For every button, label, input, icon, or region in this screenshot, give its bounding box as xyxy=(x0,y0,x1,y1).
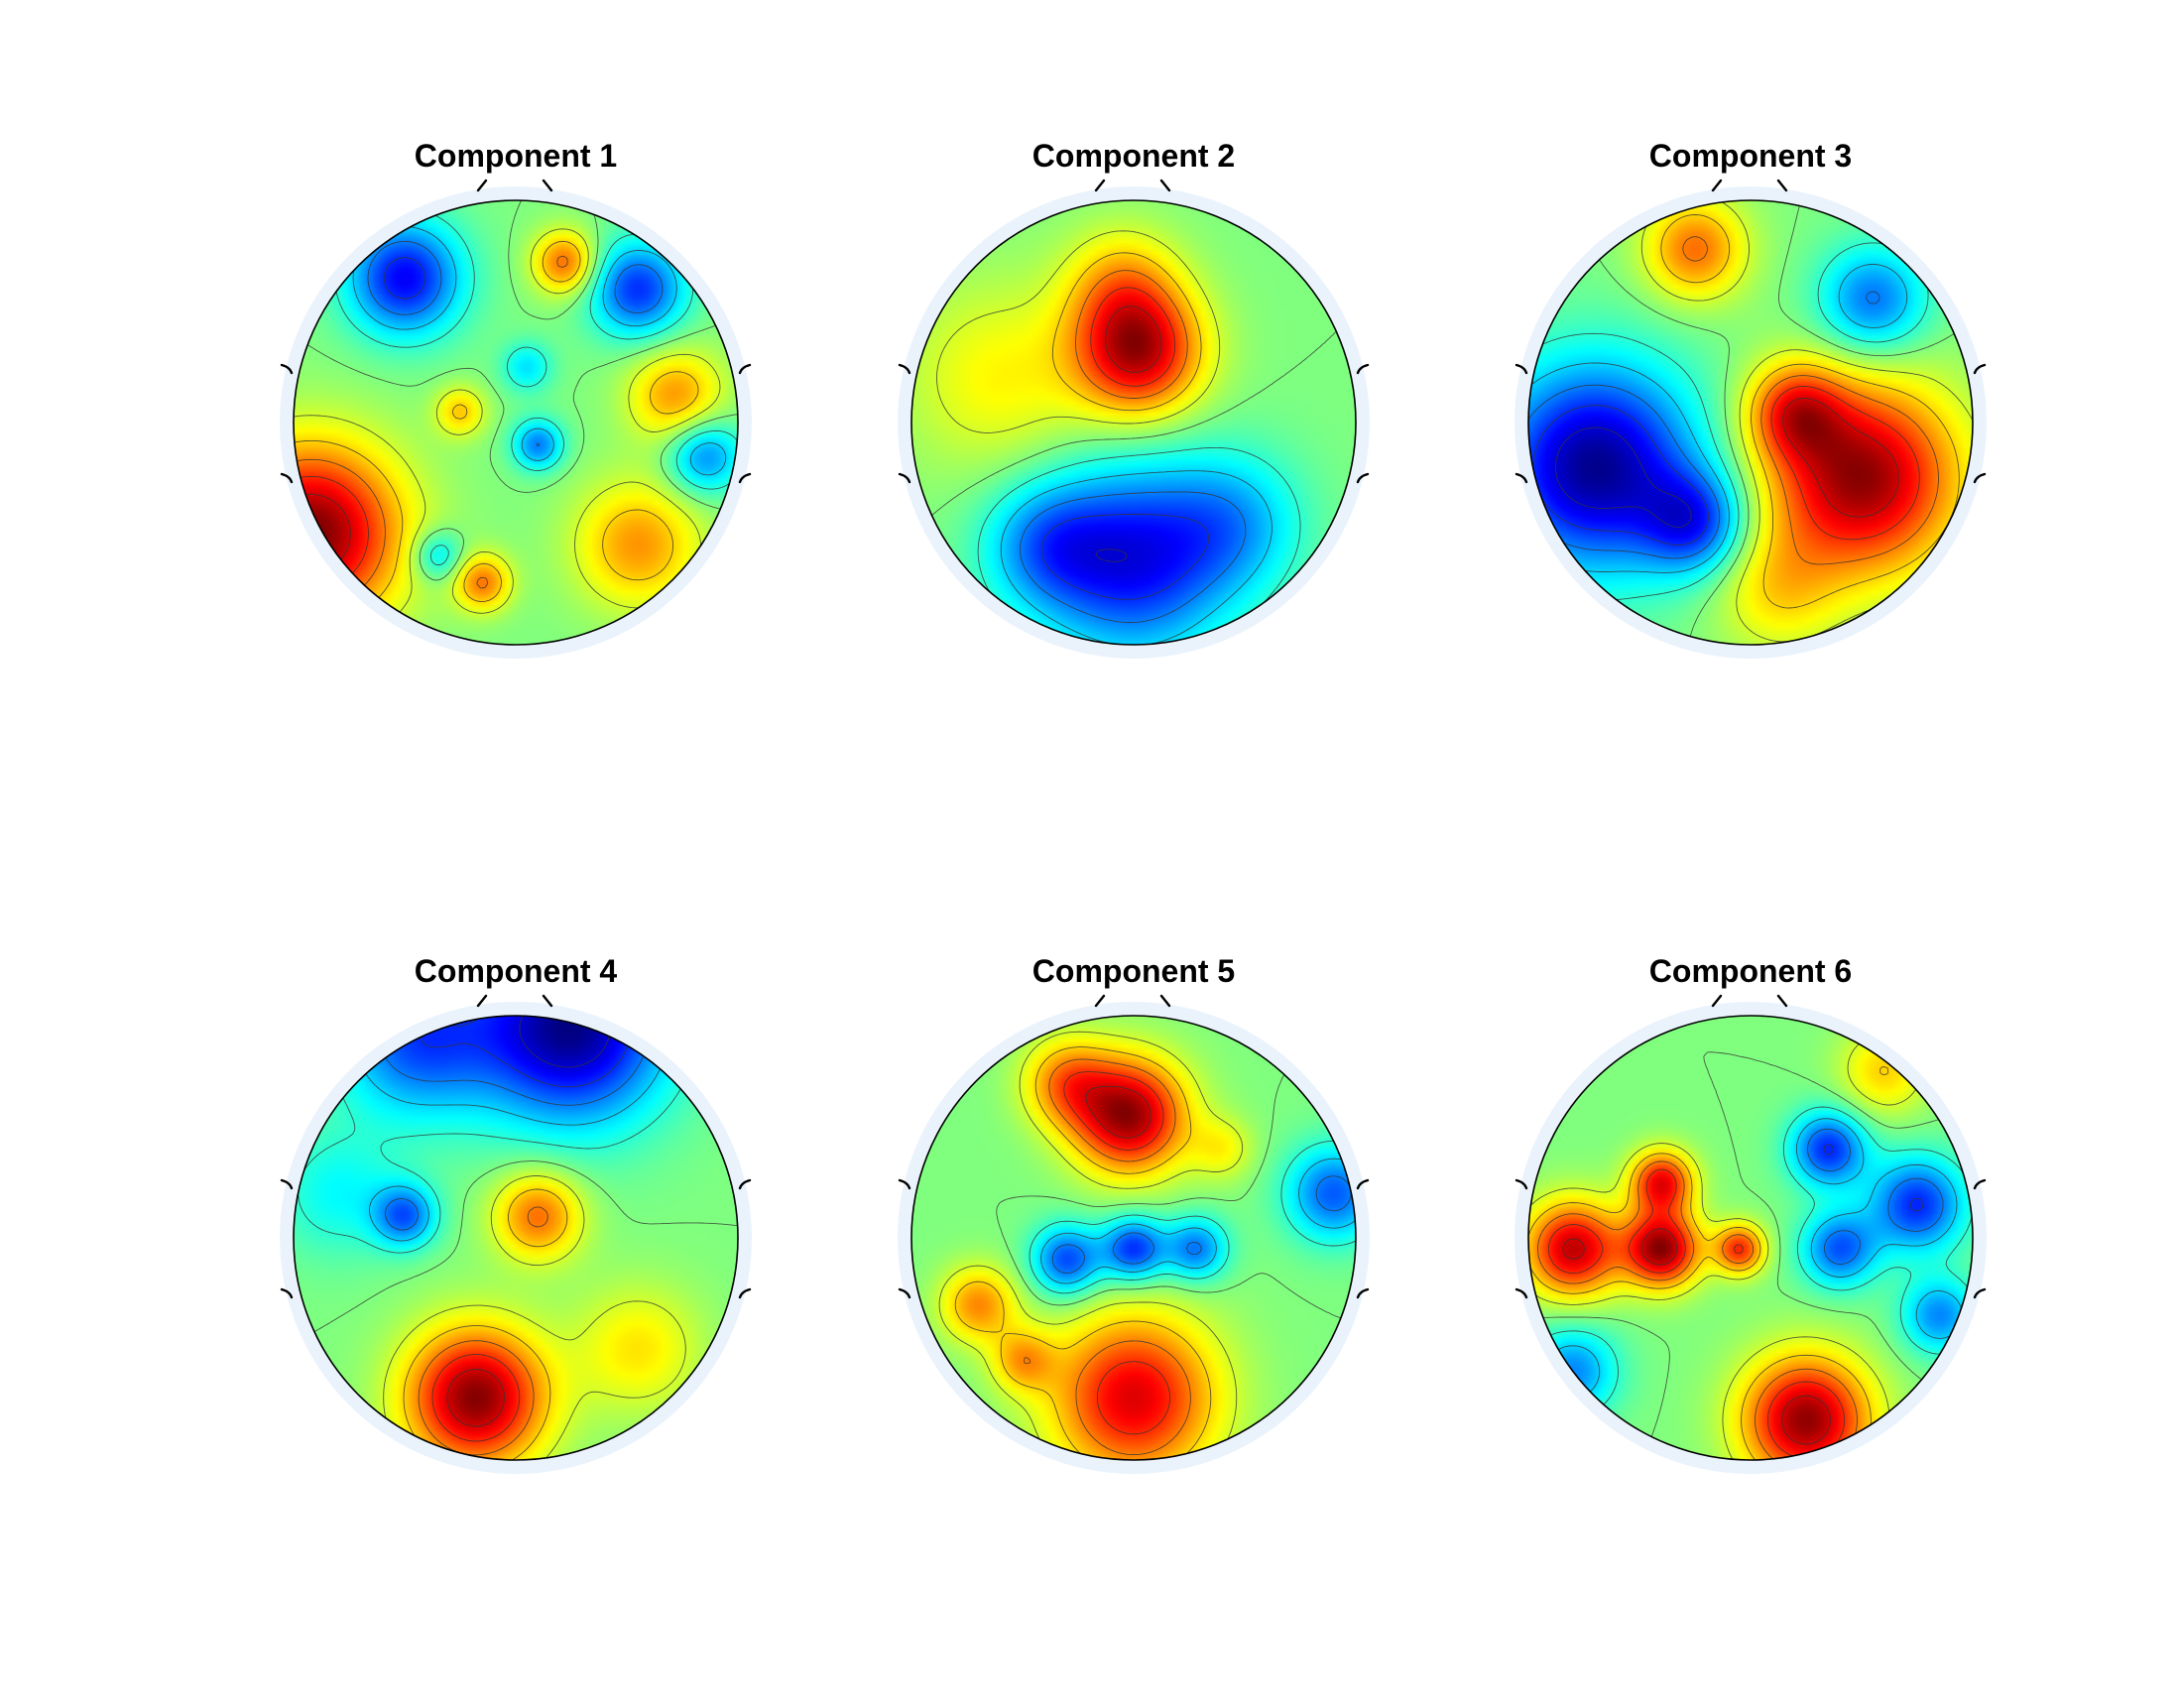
right-ear-mark xyxy=(738,363,752,484)
right-ear-mark xyxy=(738,1178,752,1299)
topoplot-component-5: Component 5 xyxy=(898,953,1370,1474)
topoplot-component-1: Component 1 xyxy=(280,138,752,659)
right-ear-mark xyxy=(1356,1178,1370,1299)
topoplot-component-6: Component 6 xyxy=(1514,953,1987,1474)
nose-mark xyxy=(1711,179,1788,192)
panel-title: Component 5 xyxy=(1032,953,1235,989)
scalp-map xyxy=(294,1016,738,1460)
scalp-map xyxy=(1528,1016,1973,1460)
right-ear-mark xyxy=(1356,363,1370,484)
scalp-map xyxy=(911,1016,1356,1460)
panel-title: Component 4 xyxy=(415,953,618,989)
contour-lines xyxy=(1528,200,1973,645)
head-outline xyxy=(910,1015,1357,1461)
left-ear-mark xyxy=(280,363,294,484)
left-ear-mark xyxy=(898,1178,911,1299)
nose-mark xyxy=(1094,179,1171,192)
left-ear-mark xyxy=(898,363,911,484)
head-outline xyxy=(1527,1015,1974,1461)
topoplot-component-4: Component 4 xyxy=(280,953,752,1474)
contour-lines xyxy=(294,1016,738,1460)
scalp-map xyxy=(911,200,1356,645)
contour-lines xyxy=(938,1016,1356,1460)
nose-mark xyxy=(476,994,553,1008)
head-outline xyxy=(1527,199,1974,646)
scalp-map xyxy=(294,200,738,645)
head-outline xyxy=(293,1015,739,1461)
scalp-map xyxy=(1528,200,1973,645)
nose-mark xyxy=(476,179,553,192)
nose-mark xyxy=(1711,994,1788,1008)
right-ear-mark xyxy=(1973,1178,1987,1299)
topoplot-component-3: Component 3 xyxy=(1514,138,1987,659)
nose-mark xyxy=(1094,994,1171,1008)
left-ear-mark xyxy=(280,1178,294,1299)
panel-title: Component 6 xyxy=(1649,953,1852,989)
panel-title: Component 1 xyxy=(415,138,617,174)
panel-title: Component 2 xyxy=(1032,138,1235,174)
head-outline xyxy=(910,199,1357,646)
panel-title: Component 3 xyxy=(1649,138,1852,174)
topoplot-component-2: Component 2 xyxy=(898,138,1370,659)
left-ear-mark xyxy=(1514,1178,1528,1299)
right-ear-mark xyxy=(1973,363,1987,484)
head-outline xyxy=(293,199,739,646)
left-ear-mark xyxy=(1514,363,1528,484)
